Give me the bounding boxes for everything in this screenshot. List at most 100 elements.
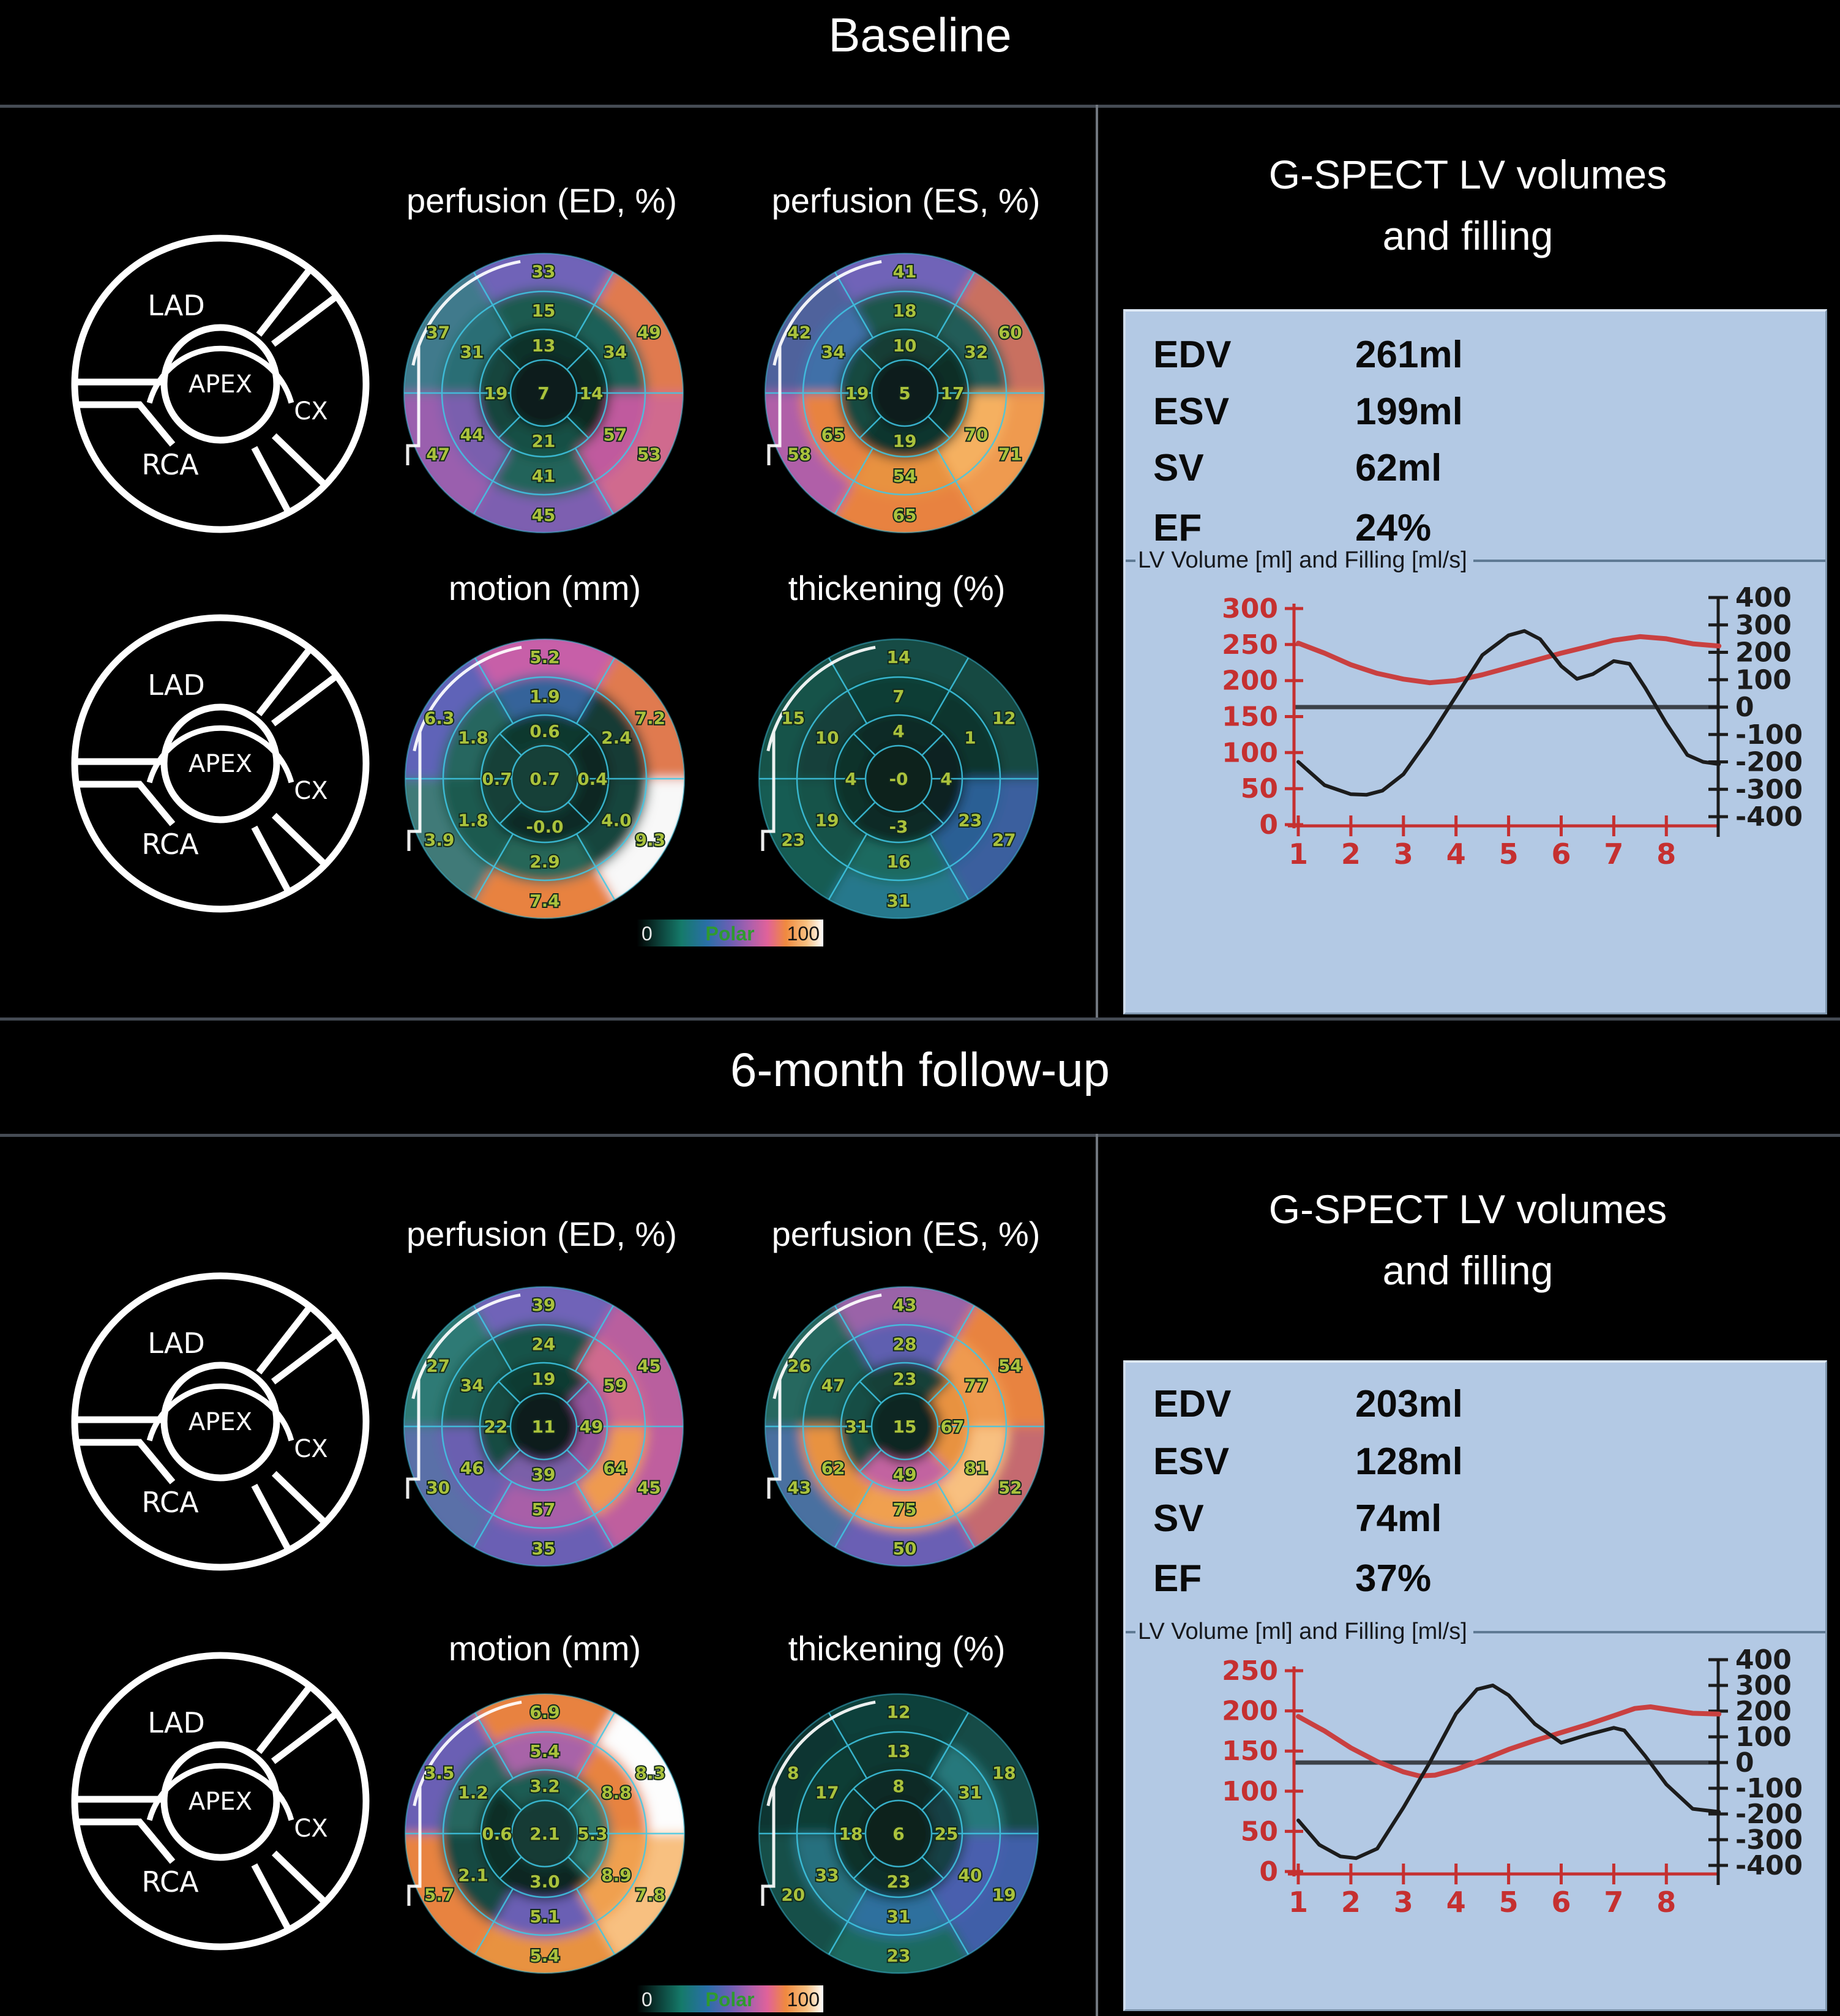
polar-segment-value: 19 [484,383,508,403]
coronary-label-apex: APEX [189,1788,252,1816]
polar-segment-value: 32 [964,342,988,362]
polar-segment-value: 5.3 [577,1824,608,1844]
polar-segment-value: 12 [887,1702,911,1722]
chart-right-tick-label: -400 [1735,801,1803,833]
chart-x-tick-label: 4 [1446,838,1466,871]
polar-segment-value: 54 [998,1356,1022,1376]
roi-contour [406,260,521,465]
polar-segment-value: 16 [887,852,911,872]
territory-boundary [256,1305,312,1374]
metric-label: EDV [1153,1383,1232,1425]
polar-segment-value: 33 [815,1865,839,1886]
polar-segment-value: 43 [893,1295,917,1315]
chart-left-tick-label: 0 [1259,1856,1278,1887]
polar-segment-value: 0.4 [577,769,608,789]
roi-contour [407,1700,522,1906]
divider-baseline-top [0,105,1840,108]
polar-segment-value: 0.6 [482,1824,512,1844]
coronary-label-cx: CX [294,777,327,805]
polar-segment-value: 25 [935,1824,959,1844]
polar-segment-value: 13 [887,1741,911,1761]
chart-right-tick-label: -400 [1735,1850,1803,1881]
chart-left-tick-label: 150 [1222,1736,1278,1767]
metric-value: 128ml [1355,1441,1463,1483]
polar-grid [764,252,1045,534]
polar-segment-value: 49 [893,1464,917,1485]
chart-right-tick-label: -100 [1735,719,1803,751]
polar-segment-value: 0.7 [529,769,560,789]
polar-segment-value: 3.9 [424,830,455,850]
coronary-label-rca: RCA [141,1865,199,1898]
polar-grid [404,1693,686,1974]
coronary-label-cx: CX [294,1815,327,1843]
polar-segment-value: 13 [532,335,556,356]
chart-right-tick-label: 100 [1735,1722,1792,1753]
chart-x-tick-label: 2 [1341,838,1361,871]
map-title-perfusion-ed: perfusion (ED, %) [406,1215,677,1253]
territory-boundary [76,1439,176,1485]
polar-map-motion-followup: 2.1 3.2 0.6 3.0 5.3 5.4 1.2 2.1 5.1 8.9 8.8 6.9 3.5 5… [404,1693,686,1974]
polar-segment-value: 1.2 [458,1783,488,1803]
chart-x-tick-label: 6 [1551,838,1571,871]
coronary-territory-diagram: LAD APEX CX RCA [71,234,370,533]
polar-segment-value: 31 [887,891,911,911]
chart-left-tick-label: 200 [1222,1696,1278,1727]
color-scale-label: Polar [705,1988,755,2010]
polar-segment-values: 15 23 31 49 67 28 47 62 75 81 77 43 26 43 50 52 54 [786,1294,1023,1560]
metric-label: SV [1153,447,1204,489]
polar-segment-value: 1.8 [458,728,488,748]
polar-segment-value: 75 [893,1499,917,1519]
chart-x-tick-label: 7 [1604,1886,1623,1919]
polar-segment-values: 11 19 22 39 49 24 34 46 57 64 59 39 27 30 35 45 45 [425,1294,662,1560]
polar-segment-value: 19 [845,383,869,403]
polar-segment-value: 6.9 [529,1702,560,1722]
polar-segment-value: 5.2 [529,647,560,667]
polar-segment-value: 50 [893,1538,917,1559]
roi-contour [407,645,522,851]
divider-followup-bottom [0,1134,1840,1137]
chart-right-tick-label: -200 [1735,747,1803,778]
roi-contour [761,645,876,851]
polar-segment-value: 14 [887,647,911,667]
polar-map-surface [759,639,1038,918]
polar-segment-value: 23 [893,1369,917,1389]
polar-segment-value: 23 [887,1946,911,1966]
map-title-motion: motion (mm) [448,1629,641,1668]
territory-boundary [271,1332,338,1385]
polar-segment-value: 49 [580,1417,604,1437]
polar-segment-value: 57 [603,425,627,445]
polar-segment-value: 8.9 [601,1865,632,1886]
territory-boundary [256,1685,312,1754]
chart-right-tick-label: 200 [1735,1696,1792,1727]
polar-segment-value: -0 [889,769,908,789]
polar-segment-value: -3 [889,817,908,837]
polar-segment-value: 67 [941,1417,965,1437]
metric-label: ESV [1153,391,1230,433]
polar-segment-values: 6 8 18 23 25 13 17 33 31 40 31 12 8 20 23 19 18 [780,1701,1017,1967]
polar-segment-value: 47 [821,1376,845,1396]
chart-right-tick-label: -300 [1735,774,1803,805]
territory-boundary [271,1711,338,1764]
polar-segment-value: 5.4 [529,1946,560,1966]
polar-segment-value: 4.0 [601,811,632,831]
chart-x-tick-label: 5 [1499,1886,1519,1919]
polar-map-surface [404,253,683,533]
metric-value: 74ml [1355,1497,1442,1540]
chart-group-label-text: LV Volume [ml] and Filling [ml/s] [1138,547,1467,573]
coronary-label-lad: LAD [148,669,205,702]
map-title-perfusion-es: perfusion (ES, %) [771,1215,1041,1253]
chart-x-tick-label: 3 [1394,838,1413,871]
polar-segment-value: 49 [637,323,661,343]
polar-segment-value: 31 [845,1417,869,1437]
panel-title-line1: G-SPECT LV volumes [1268,152,1667,197]
metric-value: 62ml [1355,447,1442,489]
metric-value: 203ml [1355,1383,1463,1425]
panel-title-followup: G-SPECT LV volumes and filling [1096,1178,1840,1301]
polar-segment-value: 8.3 [635,1763,665,1783]
polar-segment-value: 10 [893,335,917,356]
metric-row-esv: ESV 128ml [1126,1440,1825,1489]
polar-grid [764,1286,1045,1567]
polar-segment-value: 10 [815,728,839,748]
polar-segment-value: 6 [892,1824,904,1844]
chart-left-tick-label: 100 [1222,1776,1278,1807]
